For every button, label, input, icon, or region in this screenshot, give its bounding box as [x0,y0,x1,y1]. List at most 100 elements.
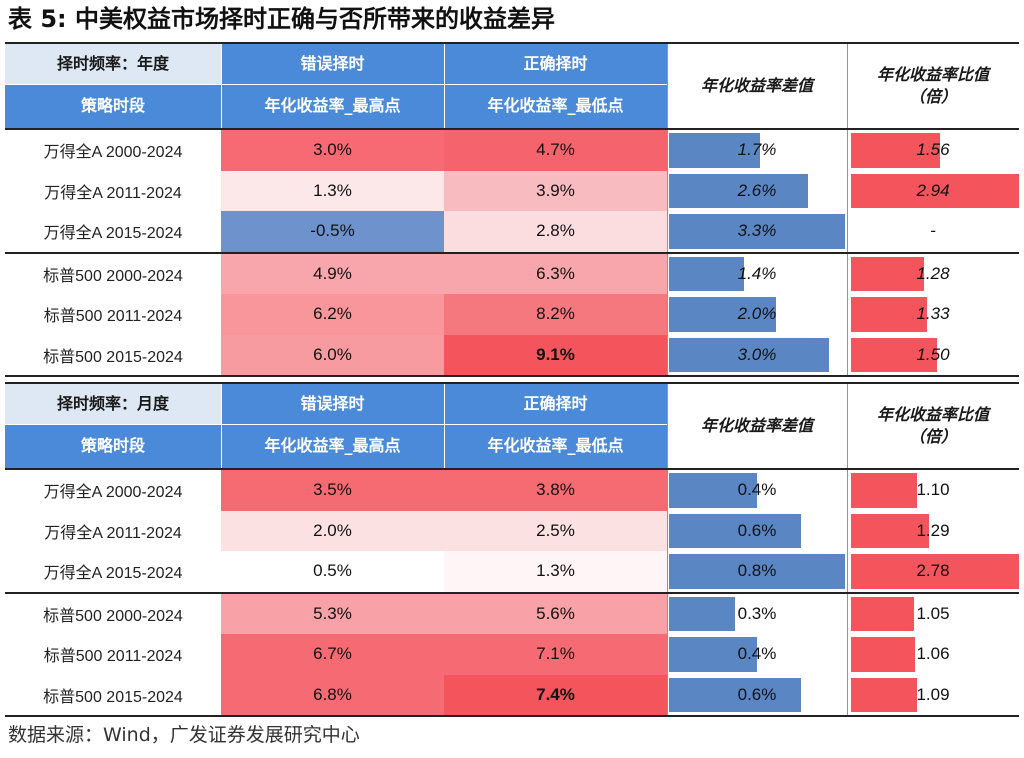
right-timing-value: 9.1% [444,334,667,375]
right-timing-value: 7.4% [444,674,667,715]
table-title: 表 5: 中美权益市场择时正确与否所带来的收益差异 [8,5,556,33]
section-yearly: 择时频率：年度 错误择时 正确择时 策略时段 年化收益率_最高点 年化收益率_最低点 年化收… [5,42,1019,377]
wrong-timing-value: 4.9% [221,253,444,294]
right-timing-value: 4.7% [444,130,667,171]
ratio-bar [851,133,941,168]
header-wrong-sub: 年化收益率_最高点 [221,424,444,468]
row-label: 标普500 2000-2024 [43,267,183,285]
row-label: 万得全A 2000-2024 [43,484,183,502]
diff-value: 2.0% [737,304,777,324]
wrong-timing-value: 3.5% [221,470,444,511]
group-rule [5,591,1019,594]
diff-bar [669,256,744,291]
ratio-bar [851,473,918,508]
header-rule [5,468,1019,470]
ratio-value: 1.05 [916,603,950,623]
diff-bar [669,554,845,589]
header-col-divider [444,44,445,128]
right-timing-value: 2.5% [444,510,667,551]
right-timing-value: 5.6% [444,593,667,634]
ratio-bar [851,297,927,332]
header-right-sub: 年化收益率_最低点 [444,424,667,468]
wrong-timing-value: 6.0% [221,334,444,375]
diff-bar [669,473,757,508]
ratio-bar [851,337,937,372]
ratio-bar [851,513,929,548]
header-freq: 择时频率：年度 [5,44,221,84]
header-rule [5,128,1019,130]
diff-bar [669,677,801,712]
wrong-timing-value: 6.8% [221,674,444,715]
ratio-bar [851,256,925,291]
ratio-value: 1.10 [916,480,950,500]
header-freq: 择时频率：月度 [5,384,221,424]
ratio-bar [851,677,917,712]
diff-value: 0.6% [737,684,777,704]
diff-bar [669,513,801,548]
header-divider [5,424,667,425]
wrong-timing-value: 2.0% [221,510,444,551]
diff-value: 0.4% [737,480,777,500]
diff-bar [669,297,776,332]
row-label: 万得全A 2011-2024 [44,184,182,202]
ratio-value: 1.50 [916,344,950,364]
bottom-rule [5,715,1019,717]
diff-bar [669,337,829,372]
diff-value: 0.8% [737,561,777,581]
ratio-value: 1.28 [916,263,950,283]
ratio-bar [851,173,1019,208]
wrong-timing-value: 0.5% [221,551,444,592]
row-label: 标普500 2011-2024 [43,308,183,326]
group-rule [5,251,1019,254]
row-label: 万得全A 2015-2024 [43,565,183,583]
ratio-bar [851,554,1019,589]
wrong-timing-value: 3.0% [221,130,444,171]
row-label: 标普500 2011-2024 [43,648,183,666]
col-divider [667,44,668,375]
row-label: 标普500 2015-2024 [43,688,183,706]
right-timing-value: 6.3% [444,253,667,294]
header-wrong-sub: 年化收益率_最高点 [221,84,444,128]
ratio-value: - [930,221,936,241]
col-divider [847,44,848,375]
diff-value: 1.4% [737,263,777,283]
wrong-timing-value: -0.5% [221,211,444,252]
diff-bar [669,133,760,168]
row-label: 标普500 2000-2024 [43,607,183,625]
top-rule [5,42,1019,44]
row-label: 万得全A 2011-2024 [44,524,182,542]
diff-bar [669,214,845,249]
right-timing-value: 3.8% [444,470,667,511]
wrong-timing-value: 6.2% [221,294,444,335]
row-label: 标普500 2015-2024 [43,348,183,366]
source-note: 数据来源：Wind，广发证券发展研究中心 [8,724,360,746]
diff-bar [669,596,735,631]
header-period: 策略时段 [5,424,221,468]
diff-bar [669,637,757,672]
ratio-value: 2.94 [916,180,950,200]
right-timing-value: 8.2% [444,294,667,335]
ratio-value: 1.09 [916,684,950,704]
section-monthly: 择时频率：月度 错误择时 正确择时 策略时段 年化收益率_最高点 年化收益率_最低点 年化收… [5,382,1019,717]
header-col-divider [221,384,222,468]
header-diff: 年化收益率差值 [667,44,847,128]
right-timing-value: 3.9% [444,170,667,211]
diff-bar [669,173,808,208]
col-divider [667,384,668,715]
row-label: 万得全A 2015-2024 [43,225,183,243]
header-right-timing: 正确择时 [444,44,667,84]
wrong-timing-value: 5.3% [221,593,444,634]
header-ratio: 年化收益率比值（倍） [847,44,1019,128]
header-col-divider [444,384,445,468]
header-wrong-timing: 错误择时 [221,44,444,84]
diff-value: 3.3% [737,221,777,241]
top-rule [5,382,1019,384]
diff-value: 1.7% [737,140,777,160]
right-timing-value: 2.8% [444,211,667,252]
ratio-bar [851,637,916,672]
diff-value: 0.3% [737,603,777,623]
ratio-value: 1.56 [916,140,950,160]
diff-value: 2.6% [737,180,777,200]
header-period: 策略时段 [5,84,221,128]
wrong-timing-value: 1.3% [221,170,444,211]
